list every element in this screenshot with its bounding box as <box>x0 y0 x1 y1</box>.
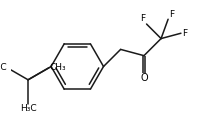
Text: F: F <box>181 29 186 38</box>
Text: H₃C: H₃C <box>0 63 7 72</box>
Text: F: F <box>140 14 145 23</box>
Text: F: F <box>168 10 173 19</box>
Text: H₃C: H₃C <box>20 104 36 113</box>
Text: O: O <box>139 73 147 83</box>
Text: CH₃: CH₃ <box>49 63 65 72</box>
